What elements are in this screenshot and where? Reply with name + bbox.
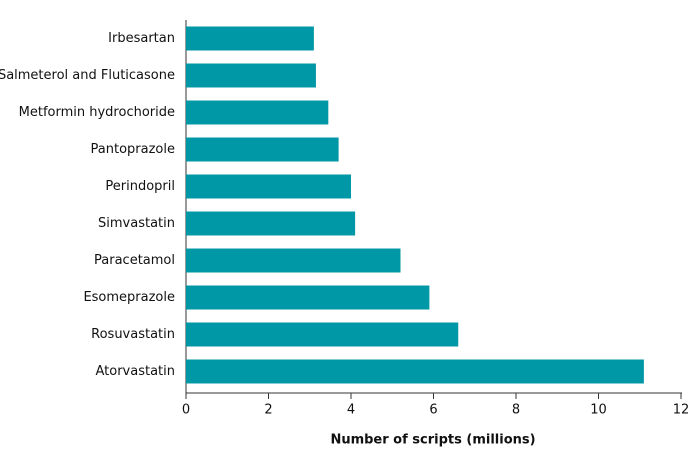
- bar: [186, 248, 401, 273]
- bar: [186, 285, 430, 310]
- y-tick-label: Rosuvastatin: [91, 327, 175, 342]
- x-tick-label: 4: [347, 403, 355, 418]
- bar: [186, 100, 329, 125]
- bar: [186, 359, 644, 384]
- y-tick-label: Perindopril: [105, 179, 175, 194]
- bar: [186, 174, 351, 199]
- y-tick-label: Metformin hydrochoride: [19, 105, 175, 120]
- bar: [186, 211, 356, 236]
- y-tick-label: Salmeterol and Fluticasone: [0, 68, 175, 83]
- x-tick-label: 6: [429, 403, 437, 418]
- y-tick-label: Atorvastatin: [95, 364, 175, 379]
- bar: [186, 63, 316, 88]
- bar: [186, 137, 339, 162]
- bar: [186, 322, 459, 347]
- x-tick-label: 10: [590, 403, 607, 418]
- x-axis-title: Number of scripts (millions): [330, 433, 535, 448]
- x-tick-label: 0: [182, 403, 190, 418]
- x-tick-label: 2: [264, 403, 272, 418]
- y-tick-label: Paracetamol: [94, 253, 175, 268]
- y-tick-label: Esomeprazole: [83, 290, 175, 305]
- y-tick-label: Pantoprazole: [91, 142, 175, 157]
- y-tick-label: Irbesartan: [108, 31, 175, 46]
- bar: [186, 26, 314, 51]
- x-tick-label: 8: [512, 403, 520, 418]
- y-tick-label: Simvastatin: [98, 216, 175, 231]
- x-tick-label: 12: [673, 403, 690, 418]
